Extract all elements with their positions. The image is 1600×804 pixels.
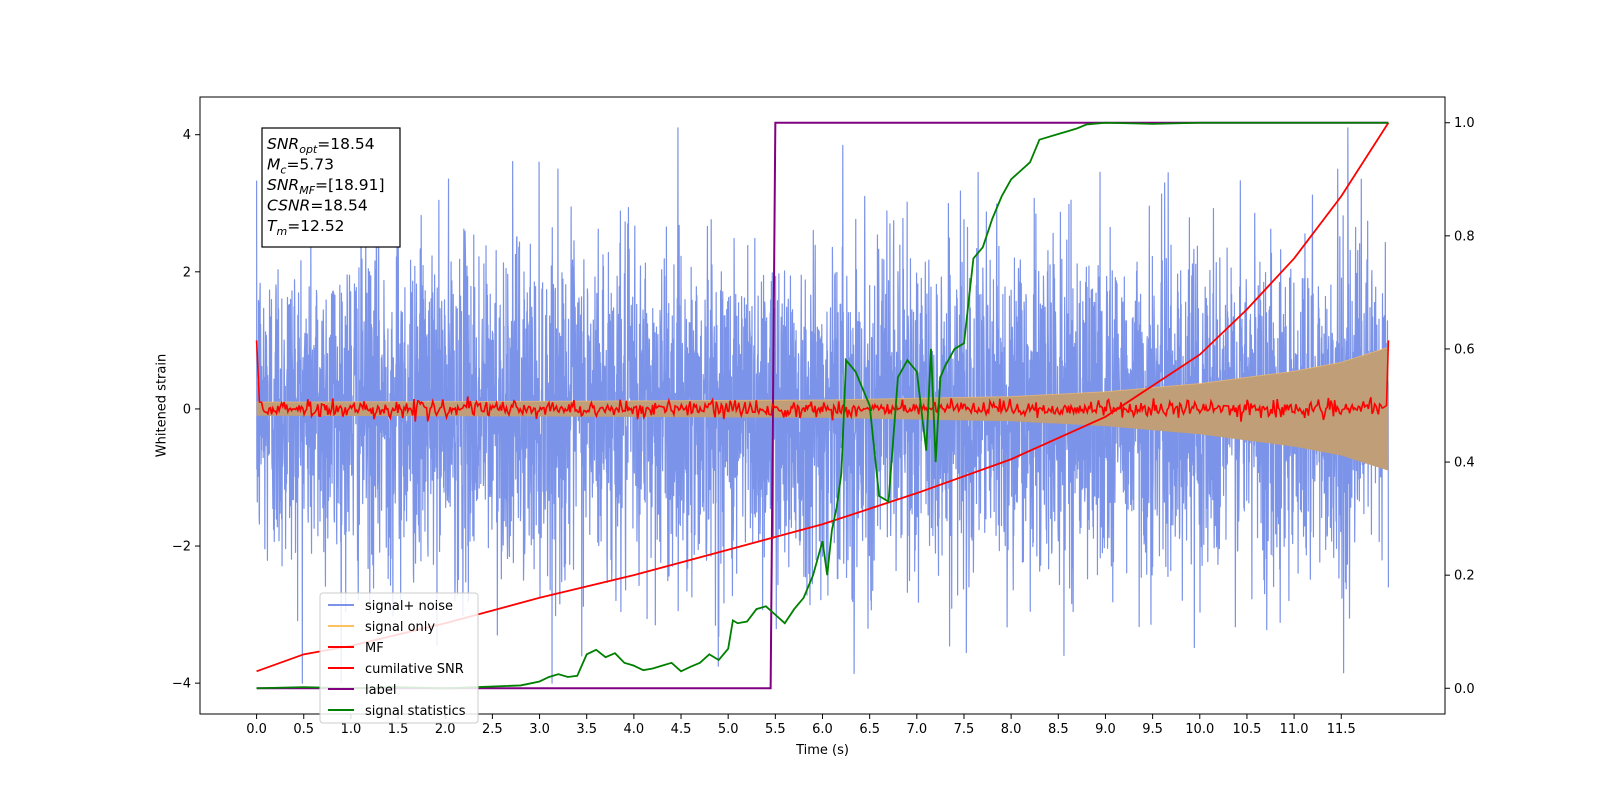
x-tick-label: 4.0 (624, 722, 645, 737)
x-tick-label: 1.5 (388, 722, 409, 737)
x-tick-label: 1.0 (341, 722, 362, 737)
x-tick-label: 5.0 (718, 722, 739, 737)
stats-line: SNRMF=[18.91] (267, 176, 385, 197)
series-signal-only-upper (256, 346, 1389, 403)
series-signal-statistics-line (256, 121, 1389, 690)
x-tick-label: 0.5 (293, 722, 314, 737)
stats-line: SNRopt=18.54 (267, 135, 375, 156)
x-tick-label: 6.5 (859, 722, 880, 737)
x-tick-label: 9.5 (1142, 722, 1163, 737)
x-tick-label: 7.0 (906, 722, 927, 737)
y-right-tick-label: 1.0 (1454, 116, 1475, 131)
legend-entry-label: signal only (365, 620, 435, 635)
y-axis-label: Whitened strain (155, 354, 170, 457)
stats-line: Tm=12.52 (267, 217, 345, 238)
x-axis: 0.0 0.5 1.0 1.5 2.0 2.5 3.0 3.5 4.0 4.5 5.0 5.5 6.0 6… (246, 714, 1356, 737)
y-right-tick-label: 0.6 (1454, 342, 1475, 357)
x-axis-label: Time (s) (795, 743, 849, 758)
x-tick-label: 10.5 (1232, 722, 1261, 737)
y-axis-right: 1.0 0.8 0.6 0.4 0.2 0.0 (1445, 116, 1475, 697)
stats-annotation: SNRopt=18.54Mc=5.73SNRMF=[18.91]CSNR=18.… (261, 127, 401, 248)
stats-line: CSNR=18.54 (267, 197, 368, 215)
x-tick-label: 8.5 (1048, 722, 1069, 737)
legend-entry-label: MF (365, 641, 384, 656)
legend-entry-label: signal+ noise (365, 599, 453, 614)
x-tick-label: 7.5 (954, 722, 975, 737)
y-tick-label: −2 (172, 540, 191, 555)
y-tick-label: 2 (183, 265, 191, 280)
y-tick-label: 4 (183, 128, 191, 143)
y-tick-label: 0 (183, 402, 191, 417)
series-mf-line (255, 340, 1390, 422)
y-right-tick-label: 0.4 (1454, 456, 1475, 471)
x-tick-label: 3.0 (529, 722, 550, 737)
x-tick-label: 2.0 (435, 722, 456, 737)
x-tick-label: 8.0 (1001, 722, 1022, 737)
series-signal-noise-line (255, 127, 1390, 684)
x-tick-label: 3.5 (576, 722, 597, 737)
x-tick-label: 11.0 (1280, 722, 1309, 737)
x-tick-label: 0.0 (246, 722, 267, 737)
x-tick-label: 11.5 (1327, 722, 1356, 737)
legend-entry-label: cumilative SNR (365, 662, 464, 677)
legend: signal+ noise signal only MF cumilative SNR… (319, 592, 479, 724)
x-tick-label: 5.5 (765, 722, 786, 737)
legend-box (319, 592, 479, 724)
x-tick-label: 4.5 (671, 722, 692, 737)
x-tick-label: 9.0 (1095, 722, 1116, 737)
x-tick-label: 10.0 (1185, 722, 1214, 737)
x-tick-label: 2.5 (482, 722, 503, 737)
y-right-tick-label: 0.2 (1454, 569, 1475, 584)
legend-entry-label: label (365, 683, 396, 698)
x-tick-label: 6.0 (812, 722, 833, 737)
y-right-tick-label: 0.8 (1454, 229, 1475, 244)
legend-entry-label: signal statistics (365, 704, 466, 719)
y-axis-left: 4 2 0 −2 −4 (172, 128, 200, 692)
stats-annotation-box (261, 127, 401, 248)
stats-line: Mc=5.73 (267, 156, 334, 177)
y-right-tick-label: 0.0 (1454, 682, 1475, 697)
y-tick-label: −4 (172, 677, 191, 692)
